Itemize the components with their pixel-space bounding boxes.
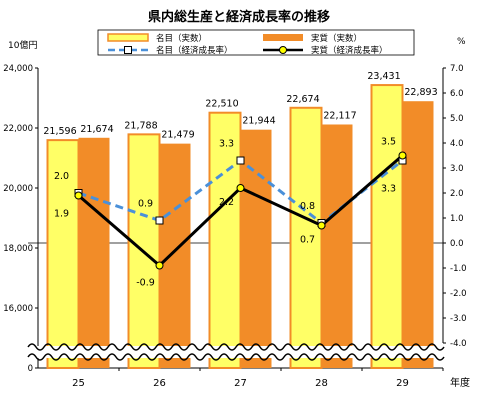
right-tick-label: -1.0: [450, 264, 467, 274]
left-tick-label: 22,000: [3, 124, 33, 134]
real-growth-marker: [398, 151, 407, 160]
bar-value-label: 21,944: [242, 116, 275, 127]
x-tick-label: 25: [72, 378, 85, 389]
line-value-label: 3.5: [381, 137, 396, 148]
x-tick-label: 26: [153, 378, 166, 389]
left-axis-unit: 10億円: [8, 39, 37, 51]
bar-value-label: 21,596: [43, 126, 76, 137]
right-tick-label: 5.0: [450, 114, 464, 124]
line-value-label: 3.3: [381, 184, 396, 195]
right-tick-label: 2.0: [450, 189, 464, 199]
x-axis-label: 年度: [450, 376, 470, 389]
legend-swatch: [263, 34, 303, 41]
right-tick-label: -2.0: [450, 289, 467, 299]
axis-break-line: [27, 343, 445, 351]
bar-real: [78, 137, 110, 368]
bar-value-label: 21,479: [161, 130, 194, 141]
right-tick-label: 6.0: [450, 89, 464, 99]
legend-label: 実質（実数）: [311, 33, 362, 44]
bar-real: [321, 124, 353, 369]
bar-value-label: 23,431: [367, 71, 400, 82]
line-value-label: 1.9: [54, 209, 69, 220]
x-tick-label: 27: [234, 378, 247, 389]
legend-label: 実質（経済成長率）: [311, 45, 388, 56]
legend-marker: [279, 46, 287, 54]
bar-real: [240, 129, 272, 368]
legend-swatch: [107, 33, 149, 42]
real-growth-marker: [155, 261, 164, 270]
right-tick-label: 3.0: [450, 164, 464, 174]
bar-nominal: [208, 111, 242, 369]
line-value-label: 0.8: [300, 201, 315, 212]
left-tick-label: 0: [28, 364, 33, 374]
legend-label: 名目（実数）: [156, 33, 207, 44]
right-tick-label: -4.0: [450, 339, 467, 349]
x-tick-label: 28: [315, 378, 328, 389]
real-growth-marker: [74, 191, 83, 200]
line-value-label: -0.9: [136, 278, 155, 289]
line-value-label: 3.3: [219, 139, 234, 150]
plot-area: 0 16,000 18,000 20,000 22,000 24,000 -4.0 -3.0 -…: [3, 64, 466, 389]
line-value-label: 0.7: [300, 235, 315, 246]
bar-value-label: 21,674: [80, 124, 113, 135]
right-axis-unit: %: [457, 37, 466, 47]
x-tick-label: 29: [396, 378, 409, 389]
left-tick-label: 20,000: [3, 184, 33, 194]
bar-real: [402, 101, 434, 369]
bar-value-label: 22,674: [286, 94, 319, 105]
chart-title: 県内総生産と経済成長率の推移: [148, 9, 330, 25]
real-growth-marker: [317, 221, 326, 230]
bar-nominal: [370, 84, 404, 369]
left-tick-label: 18,000: [3, 244, 33, 254]
bar-real: [159, 143, 191, 368]
bar-value-label: 22,510: [205, 99, 238, 110]
line-value-label: 2.0: [54, 171, 69, 182]
right-tick-label: 7.0: [450, 64, 464, 74]
right-tick-label: -3.0: [450, 314, 467, 324]
axis-break-line: [27, 353, 445, 361]
legend: 名目（実数） 実質（実数） 名目（経済成長率） 実質（経済成長率）: [97, 29, 415, 56]
nominal-growth-marker: [236, 156, 245, 165]
line-value-label: 2.2: [219, 197, 234, 208]
nominal-growth-marker: [155, 216, 164, 225]
legend-label: 名目（経済成長率）: [156, 45, 233, 56]
bar-value-label: 22,893: [404, 87, 437, 98]
left-tick-label: 24,000: [3, 64, 33, 74]
bar-value-label: 22,117: [323, 110, 356, 121]
real-growth-marker: [236, 184, 245, 192]
left-tick-label: 16,000: [3, 304, 33, 314]
legend-marker: [124, 46, 132, 54]
bar-value-label: 21,788: [124, 120, 157, 131]
bar-nominal: [289, 106, 323, 369]
line-value-label: 0.9: [138, 199, 153, 210]
legend-box: [97, 29, 415, 56]
right-tick-label: 4.0: [450, 139, 464, 149]
right-tick-label: 0.0: [450, 239, 464, 249]
right-tick-label: 1.0: [450, 214, 464, 224]
